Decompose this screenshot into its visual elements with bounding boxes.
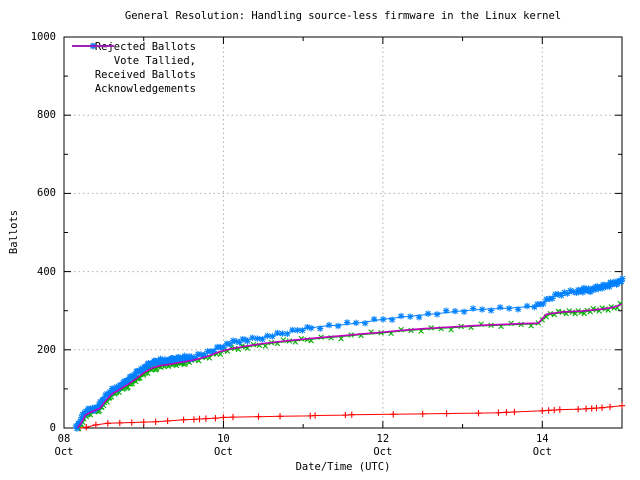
series-received-ballots xyxy=(72,275,626,432)
legend-line-sample xyxy=(72,45,114,47)
x-axis-label: Date/Time (UTC) xyxy=(295,461,391,473)
legend-label: Acknowledgements xyxy=(94,83,196,95)
x-tick-day: 14 xyxy=(535,433,549,445)
x-tick-label: 08 Oct xyxy=(43,433,85,459)
x-tick-month: Oct xyxy=(373,446,393,458)
legend-item-acknowledgements: Acknowledgements xyxy=(66,45,196,96)
gridlines xyxy=(65,38,621,427)
x-tick-day: 12 xyxy=(376,433,390,445)
y-tick-label: 800 xyxy=(37,109,56,122)
legend-label: Received Ballots xyxy=(94,69,196,81)
x-tick-day: 10 xyxy=(217,433,230,445)
legend: Rejected Ballots Vote Tallied, Received … xyxy=(66,40,196,96)
series-rejected-ballots xyxy=(76,402,626,432)
legend-label: Rejected Ballots xyxy=(94,41,196,53)
legend-label: Vote Tallied, xyxy=(113,55,196,67)
y-tick-label: 1000 xyxy=(30,31,56,43)
y-tick-label: 200 xyxy=(37,343,56,356)
y-tick-label: 0 xyxy=(49,422,56,434)
y-tick-label: 600 xyxy=(37,187,56,200)
legend-item-received-ballots: Received Ballots xyxy=(66,42,196,82)
legend-item-vote-tallied: Vote Tallied, xyxy=(66,43,196,68)
chart-title: General Resolution: Handling source-less… xyxy=(124,10,562,22)
x-tick-month: Oct xyxy=(213,446,233,458)
x-tick-label: 14 Oct xyxy=(521,433,563,459)
axis-ticks xyxy=(63,36,622,429)
series-acknowledgements xyxy=(76,303,623,429)
x-tick-day: 08 xyxy=(57,433,71,445)
x-tick-label: 12 Oct xyxy=(362,433,404,459)
y-axis-label: Ballots xyxy=(8,209,20,255)
x-tick-month: Oct xyxy=(54,446,74,458)
x-tick-month: Oct xyxy=(532,446,552,458)
y-tick-label: 400 xyxy=(37,265,56,278)
x-tick-label: 10 Oct xyxy=(202,433,244,459)
